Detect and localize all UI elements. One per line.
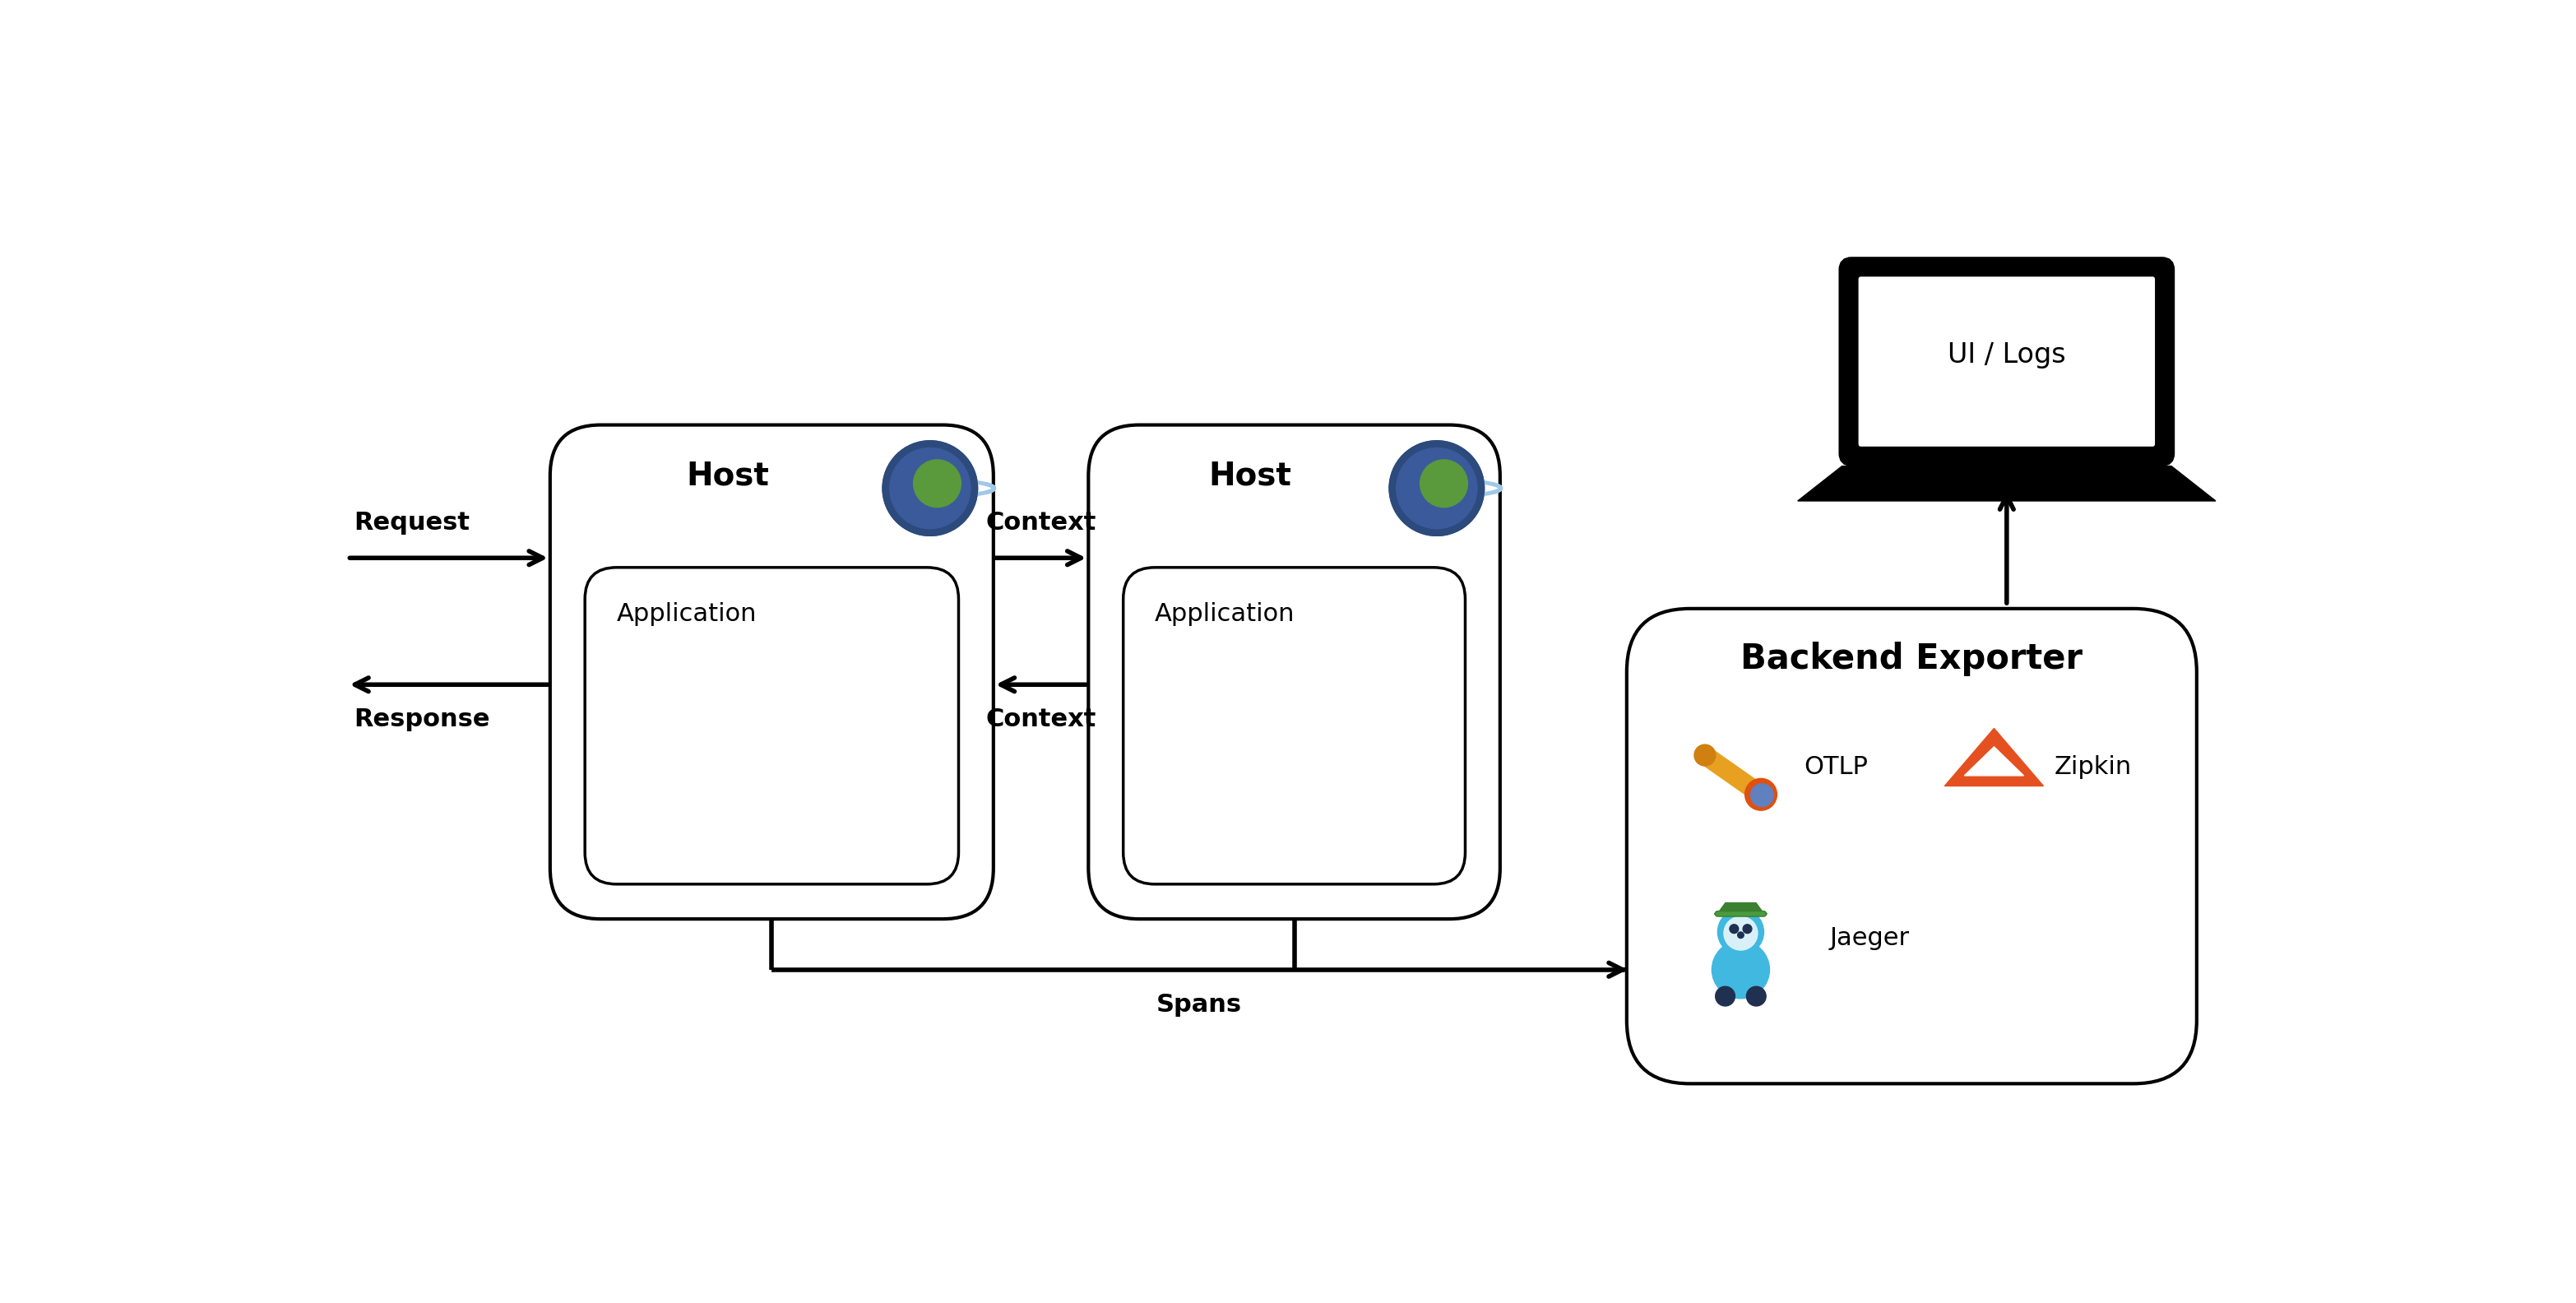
- FancyBboxPatch shape: [1716, 911, 1767, 916]
- FancyBboxPatch shape: [1123, 567, 1466, 885]
- Text: Backend Exporter: Backend Exporter: [1741, 642, 2084, 676]
- Circle shape: [914, 460, 961, 507]
- Text: Zipkin: Zipkin: [2053, 754, 2133, 779]
- Circle shape: [1752, 784, 1772, 807]
- Circle shape: [1747, 986, 1767, 1006]
- Circle shape: [1695, 744, 1716, 766]
- FancyBboxPatch shape: [585, 567, 958, 885]
- FancyBboxPatch shape: [1857, 276, 2156, 447]
- Circle shape: [1396, 448, 1476, 529]
- Text: Request: Request: [353, 511, 469, 536]
- Text: Spans: Spans: [1157, 993, 1242, 1016]
- Text: Application: Application: [1154, 602, 1296, 627]
- Text: Context: Context: [987, 708, 1097, 731]
- Text: Context: Context: [987, 511, 1097, 536]
- Text: OTLP: OTLP: [1803, 754, 1868, 779]
- Circle shape: [1419, 460, 1468, 507]
- Polygon shape: [1965, 747, 2025, 775]
- Circle shape: [1419, 460, 1468, 507]
- Circle shape: [1739, 932, 1744, 938]
- Polygon shape: [1798, 466, 2215, 500]
- Text: Application: Application: [616, 602, 757, 627]
- Circle shape: [1728, 924, 1739, 933]
- Polygon shape: [1716, 902, 1765, 915]
- Circle shape: [1723, 916, 1757, 950]
- Circle shape: [1744, 778, 1777, 810]
- Text: Jaeger: Jaeger: [1829, 926, 1909, 950]
- Text: Host: Host: [1208, 460, 1291, 491]
- Circle shape: [1388, 440, 1484, 536]
- Circle shape: [1716, 986, 1736, 1006]
- FancyBboxPatch shape: [551, 425, 994, 919]
- Text: Response: Response: [353, 708, 489, 731]
- Circle shape: [914, 460, 961, 507]
- Circle shape: [889, 448, 971, 529]
- Circle shape: [1744, 924, 1752, 933]
- Polygon shape: [1945, 728, 2043, 786]
- Text: UI / Logs: UI / Logs: [1947, 341, 2066, 369]
- Circle shape: [1396, 448, 1476, 529]
- FancyBboxPatch shape: [1090, 425, 1499, 919]
- Text: Host: Host: [685, 460, 768, 491]
- Circle shape: [884, 440, 976, 536]
- Circle shape: [884, 440, 976, 536]
- Circle shape: [1388, 440, 1484, 536]
- Circle shape: [1718, 909, 1765, 955]
- Circle shape: [889, 448, 971, 529]
- FancyBboxPatch shape: [1625, 609, 2197, 1084]
- Circle shape: [1713, 941, 1770, 998]
- FancyBboxPatch shape: [1842, 261, 2172, 463]
